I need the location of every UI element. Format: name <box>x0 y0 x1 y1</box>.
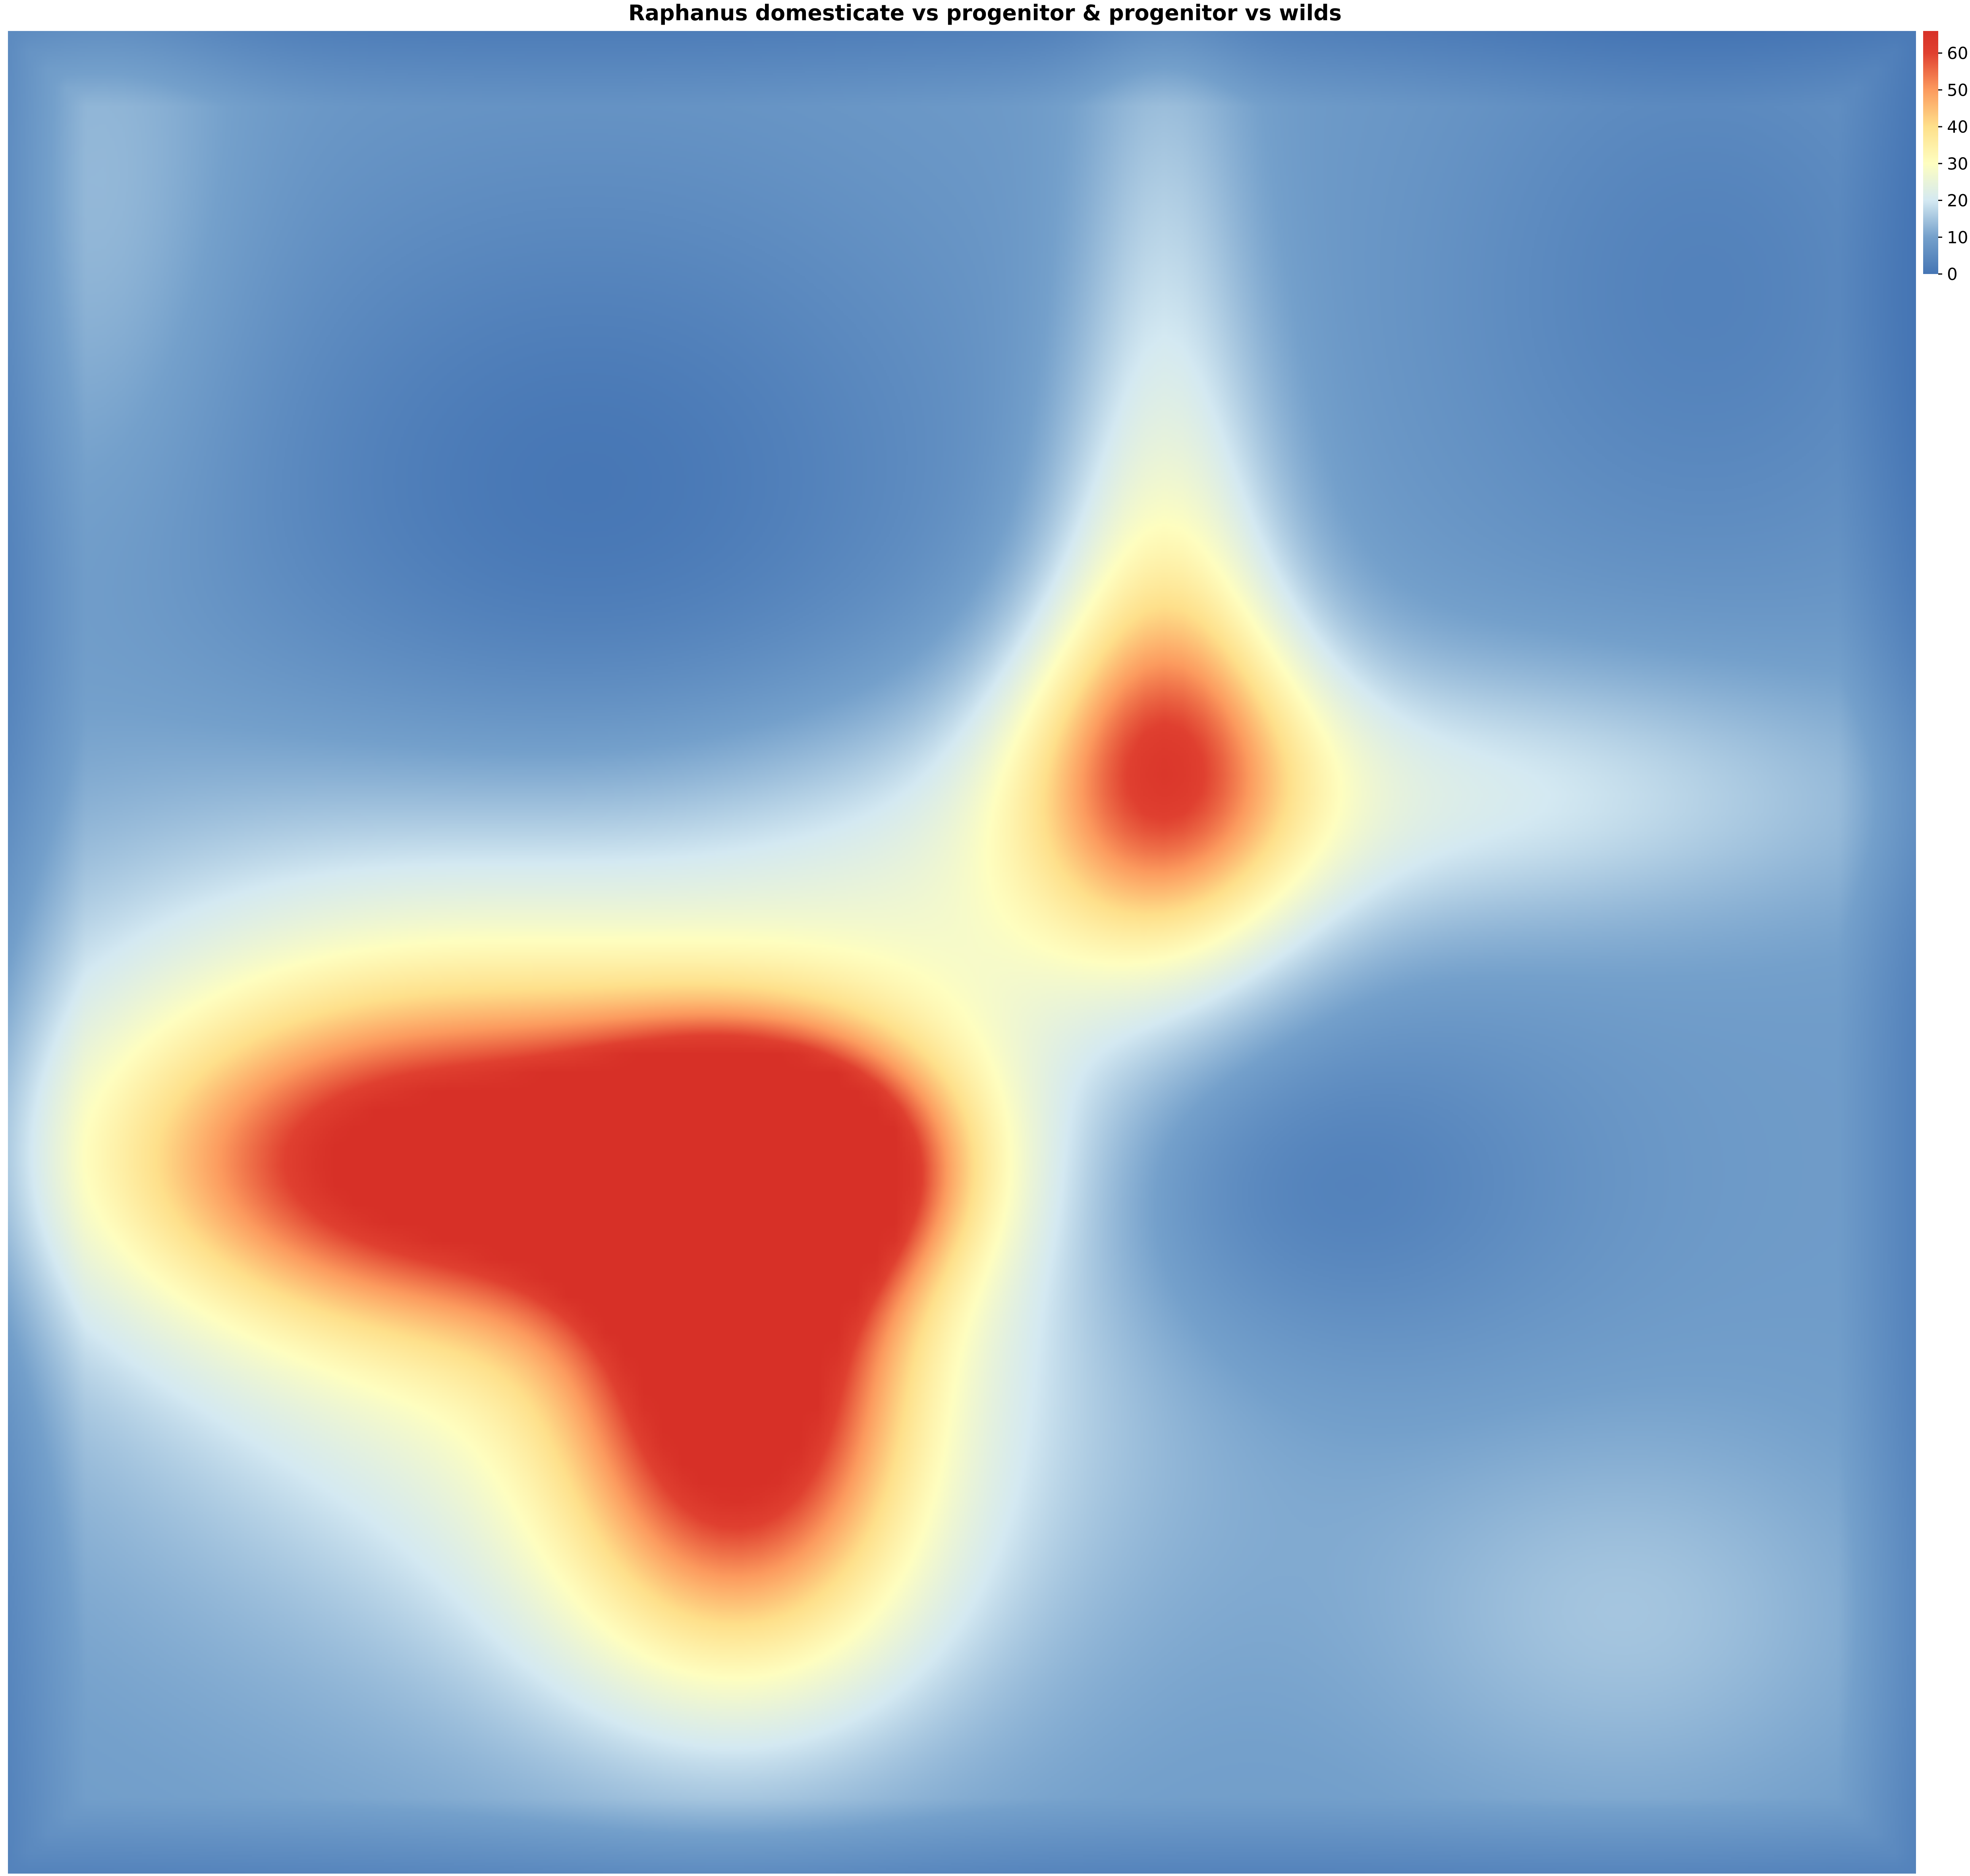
heatmap-canvas <box>8 31 1916 1874</box>
colorbar-gradient <box>1923 31 1938 274</box>
heatmap-plot-area <box>8 31 1916 1874</box>
colorbar-tick-label: 60 <box>1947 44 1968 63</box>
colorbar-tick-label: 20 <box>1947 191 1968 210</box>
colorbar-tick-label: 50 <box>1947 80 1968 100</box>
colorbar-tick-label: 10 <box>1947 228 1968 247</box>
colorbar-tick-label: 0 <box>1947 264 1958 284</box>
colorbar-tick-label: 40 <box>1947 117 1968 137</box>
colorbar-ticks: 0 10 20 30 40 50 60 <box>1938 44 1968 284</box>
colorbar-tick-label: 30 <box>1947 154 1968 174</box>
chart-title: Raphanus domesticate vs progenitor & pro… <box>628 0 1342 25</box>
